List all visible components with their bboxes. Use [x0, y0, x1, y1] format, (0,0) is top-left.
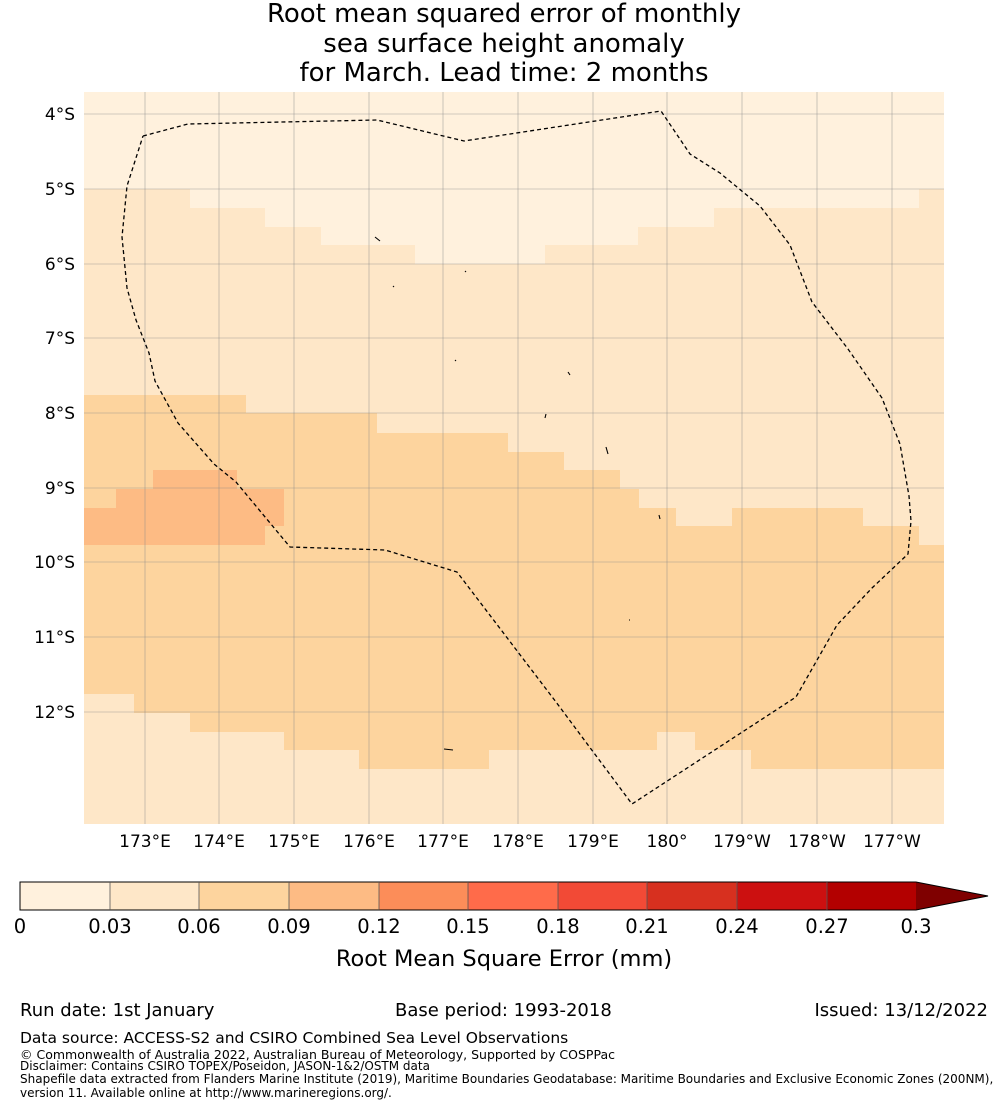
island: [605, 446, 609, 455]
issued-date: Issued: 13/12/2022: [814, 1000, 988, 1021]
colorbar-bin: [737, 882, 827, 910]
chart-title: Root mean squared error of monthly sea s…: [0, 0, 1008, 89]
lon-label: 177°W: [863, 832, 921, 852]
rmse-region-mid: [84, 395, 944, 769]
eez-boundary: [121, 110, 912, 805]
colorbar-ticks: 0 0.03 0.06 0.09 0.12 0.15 0.18 0.21 0.2…: [14, 915, 932, 938]
colorbar-dividers: [109, 882, 828, 910]
island: [658, 514, 661, 520]
colorbar-tick: 0.09: [267, 915, 310, 938]
colorbar-bin: [20, 882, 110, 910]
colorbar-extend-arrow: [916, 882, 988, 910]
lon-label: 179°E: [567, 832, 619, 852]
lon-label: 179°W: [713, 832, 771, 852]
colorbar-bin: [110, 882, 199, 910]
rmse-field: [84, 92, 944, 824]
data-source: Data source: ACCESS-S2 and CSIRO Combine…: [20, 1029, 569, 1047]
lat-label: 4°S: [45, 105, 75, 125]
island: [567, 371, 571, 376]
lat-label: 6°S: [45, 255, 75, 275]
lon-label: 176°E: [343, 832, 395, 852]
title-line-1: Root mean squared error of monthly: [266, 0, 742, 29]
lon-label: 175°E: [268, 832, 320, 852]
copyright-notice: © Commonwealth of Australia 2022, Austra…: [20, 1047, 615, 1062]
base-period: Base period: 1993-2018: [395, 1000, 612, 1021]
colorbar-tick: 0.18: [536, 915, 579, 938]
rmse-region-high: [84, 470, 284, 545]
rmse-region-lowest: [84, 92, 944, 264]
colorbar-tick: 0.3: [900, 915, 931, 938]
shapefile-credit-2: version 11. Available online at http://w…: [20, 1086, 392, 1100]
island: [464, 270, 467, 273]
colorbar-tick: 0.21: [625, 915, 668, 938]
colorbar-bin: [647, 882, 737, 910]
colorbar-bin: [289, 882, 379, 910]
lon-label: 180°: [647, 832, 688, 852]
colorbar-bin: [468, 882, 558, 910]
title-line-3: for March. Lead time: 2 months: [299, 58, 709, 88]
colorbar-outline: [19, 881, 989, 911]
map-gridlines: [84, 92, 944, 824]
longitude-labels: 173°E 174°E 175°E 176°E 177°E 178°E 179°…: [119, 832, 921, 852]
colorbar-tick: 0.12: [357, 915, 400, 938]
lat-label: 5°S: [45, 180, 75, 200]
colorbar-bin: [199, 882, 289, 910]
colorbar-tick: 0.27: [805, 915, 848, 938]
colorbar-tick: 0.06: [177, 915, 220, 938]
colorbar-bin: [379, 882, 468, 910]
rmse-map: 4°S 5°S 6°S 7°S 8°S 9°S 10°S 11°S 12°S 1…: [14, 92, 989, 972]
latitude-labels: 4°S 5°S 6°S 7°S 8°S 9°S 10°S 11°S 12°S: [34, 105, 75, 723]
colorbar-bin: [558, 882, 647, 910]
island: [454, 359, 457, 362]
island: [374, 236, 381, 242]
lon-label: 173°E: [119, 832, 171, 852]
lat-label: 11°S: [34, 628, 75, 648]
island: [443, 748, 454, 751]
lat-label: 8°S: [45, 404, 75, 424]
lon-label: 177°E: [417, 832, 469, 852]
island: [544, 413, 547, 419]
lat-label: 10°S: [34, 553, 75, 573]
lon-label: 178°E: [492, 832, 544, 852]
colorbar: 0 0.03 0.06 0.09 0.12 0.15 0.18 0.21 0.2…: [14, 881, 989, 972]
lat-label: 9°S: [45, 479, 75, 499]
lat-label: 7°S: [45, 329, 75, 349]
colorbar-label: Root Mean Square Error (mm): [336, 946, 672, 972]
colorbar-tick: 0: [14, 915, 26, 938]
shapefile-credit-1: Shapefile data extracted from Flanders M…: [20, 1072, 994, 1086]
title-line-2: sea surface height anomaly: [323, 28, 685, 59]
run-date: Run date: 1st January: [20, 1000, 215, 1021]
lat-label: 12°S: [34, 703, 75, 723]
colorbar-tick: 0.24: [715, 915, 758, 938]
colorbar-tick: 0.03: [88, 915, 131, 938]
lon-label: 178°W: [788, 832, 846, 852]
disclaimer: Disclaimer: Contains CSIRO TOPEX/Poseido…: [20, 1059, 430, 1073]
islands: [374, 236, 661, 751]
lon-label: 174°E: [193, 832, 245, 852]
colorbar-tick: 0.15: [446, 915, 489, 938]
island: [392, 285, 395, 288]
colorbar-bin: [827, 882, 916, 910]
